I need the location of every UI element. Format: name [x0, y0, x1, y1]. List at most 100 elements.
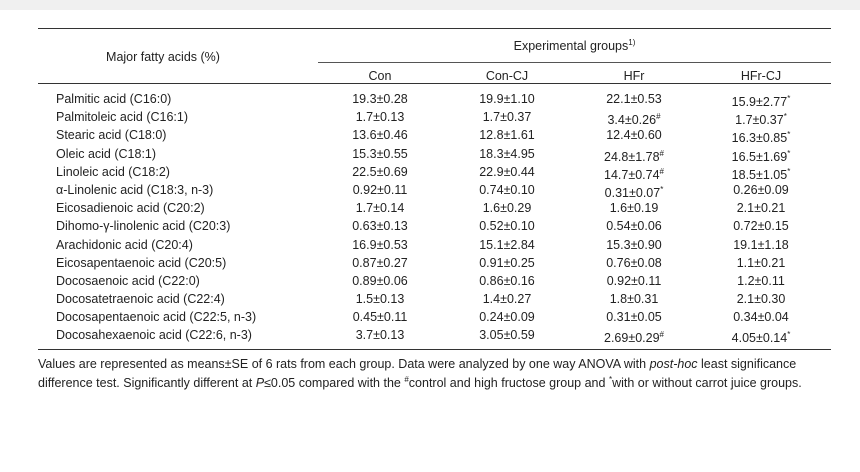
column-header-con: Con — [368, 69, 392, 83]
top-band — [0, 0, 860, 10]
significance-mark: * — [787, 130, 791, 140]
value-cell: 19.1±1.18 — [697, 236, 825, 254]
value-cell: 3.4±0.26# — [570, 108, 698, 129]
table-row: Dihomo-γ-linolenic acid (C20:3) 0.63±0.13… — [0, 217, 860, 235]
value-text: 0.54±0.06 — [606, 219, 662, 234]
significance-mark: # — [659, 166, 664, 176]
value-cell: 0.86±0.16 — [443, 272, 571, 290]
value-text: 0.34±0.04 — [733, 310, 789, 325]
table-top-rule — [38, 28, 831, 29]
significance-mark: * — [787, 330, 791, 340]
value-text: 19.1±1.18 — [733, 237, 789, 252]
significance-mark: * — [787, 94, 791, 103]
value-text: 0.26±0.09 — [733, 182, 789, 197]
value-text: 1.7±0.37 — [735, 113, 784, 128]
fatty-acid-name: Dihomo-γ-linolenic acid (C20:3) — [56, 219, 231, 234]
value-text: 0.63±0.13 — [352, 219, 408, 234]
value-text: 14.7±0.74 — [604, 167, 660, 182]
value-cell: 1.4±0.27 — [443, 290, 571, 308]
table-row: Arachidonic acid (C20:4) 16.9±0.53 15.1±2.… — [0, 236, 860, 254]
value-text: 1.8±0.31 — [609, 292, 659, 307]
value-text: 2.1±0.21 — [736, 201, 786, 216]
value-text: 1.7±0.37 — [482, 110, 532, 125]
value-cell: 0.74±0.10 — [443, 181, 571, 199]
table-row: Palmitoleic acid (C16:1) 1.7±0.13 1.7±0.37… — [0, 108, 860, 129]
fatty-acid-name: Eicosadienoic acid (C20:2) — [56, 201, 205, 216]
fatty-acid-name: α-Linolenic acid (C18:3, n-3) — [56, 182, 214, 197]
value-text: 13.6±0.46 — [352, 128, 408, 143]
value-text: 0.52±0.10 — [479, 219, 535, 234]
value-cell: 0.63±0.13 — [316, 217, 444, 235]
value-text: 4.05±0.14 — [731, 331, 788, 346]
value-cell: 0.24±0.09 — [443, 308, 571, 326]
table-row: Eicosadienoic acid (C20:2) 1.7±0.14 1.6±0.… — [0, 199, 860, 217]
value-cell: 0.91±0.25 — [443, 254, 571, 272]
column-header-con-cj: Con-CJ — [485, 69, 529, 83]
value-text: 18.3±4.95 — [479, 146, 535, 161]
value-text: 0.31±0.05 — [606, 310, 662, 325]
fatty-acid-name: Palmitoleic acid (C16:1) — [56, 110, 188, 125]
table-row: Stearic acid (C18:0) 13.6±0.46 12.8±1.61 12… — [0, 126, 860, 147]
groups-underline — [318, 62, 831, 63]
header-groups-label: Experimental groups — [513, 39, 629, 54]
value-text: 3.7±0.13 — [355, 328, 405, 343]
value-cell: 0.54±0.06 — [570, 217, 698, 235]
header-bottom-rule — [38, 83, 831, 84]
value-text: 0.76±0.08 — [606, 255, 662, 270]
significance-mark: # — [659, 148, 664, 158]
value-text: 0.72±0.15 — [733, 219, 789, 234]
table-bottom-rule — [38, 349, 831, 350]
value-cell: 18.3±4.95 — [443, 145, 571, 163]
column-header-hfr-cj: HFr-CJ — [740, 69, 782, 83]
table-row: Palmitic acid (C16:0) 19.3±0.28 19.9±1.10 2… — [0, 90, 860, 110]
table-body: Palmitic acid (C16:0) 19.3±0.28 19.9±1.10 2… — [0, 90, 860, 346]
table-row: Oleic acid (C18:1) 15.3±0.55 18.3±4.95 24.8… — [0, 145, 860, 166]
note-part2: least significance difference test. Sign… — [38, 357, 797, 391]
value-text: 1.1±0.21 — [736, 255, 786, 270]
value-text: 22.1±0.53 — [606, 92, 662, 106]
significance-mark: * — [783, 112, 787, 122]
value-text: 1.5±0.13 — [355, 292, 405, 307]
value-cell: 0.89±0.06 — [316, 272, 444, 290]
note-mark-hash: # — [404, 375, 409, 384]
value-text: 15.3±0.90 — [606, 237, 662, 252]
note-italic-posthoc: post-hoc — [649, 357, 698, 371]
value-cell: 16.3±0.85* — [697, 126, 825, 147]
value-cell: 1.1±0.21 — [697, 254, 825, 272]
value-cell: 1.5±0.13 — [316, 290, 444, 308]
note-part3: ≤0.05 compared with the — [264, 376, 405, 391]
value-text: 15.9±2.77 — [731, 95, 788, 110]
note-mark-star: * — [608, 375, 613, 384]
value-cell: 22.5±0.69 — [316, 163, 444, 181]
fatty-acid-name: Stearic acid (C18:0) — [56, 128, 167, 143]
value-text: 1.7±0.14 — [355, 201, 405, 216]
value-cell: 0.87±0.27 — [316, 254, 444, 272]
value-cell: 0.34±0.04 — [697, 308, 825, 326]
fatty-acid-name: Docosatetraenoic acid (C22:4) — [56, 292, 225, 307]
value-cell: 12.4±0.60 — [570, 126, 698, 144]
table-footnote: Values are represented as means±SE of 6 … — [38, 356, 838, 391]
value-cell: 1.7±0.13 — [316, 108, 444, 126]
fatty-acid-name: Eicosapentaenoic acid (C20:5) — [56, 255, 227, 270]
note-part5: with or without carrot juice groups. — [612, 376, 802, 391]
value-cell: 0.31±0.05 — [570, 308, 698, 326]
value-cell: 24.8±1.78# — [570, 145, 698, 166]
note-part4: control and high fructose group and — [408, 376, 609, 391]
value-cell: 1.7±0.37 — [443, 108, 571, 126]
value-cell: 0.72±0.15 — [697, 217, 825, 235]
value-cell: 1.6±0.29 — [443, 199, 571, 217]
table-row: Eicosapentaenoic acid (C20:5) 0.87±0.27 0.… — [0, 254, 860, 272]
value-cell: 19.9±1.10 — [443, 90, 571, 108]
value-cell: 1.8±0.31 — [570, 290, 698, 308]
value-text: 16.5±1.69 — [731, 149, 788, 164]
significance-mark: * — [787, 148, 791, 158]
value-cell: 16.9±0.53 — [316, 236, 444, 254]
value-cell: 18.5±1.05* — [697, 163, 825, 184]
fatty-acid-name: Arachidonic acid (C20:4) — [56, 237, 193, 252]
value-cell: 0.45±0.11 — [316, 308, 444, 326]
value-cell: 1.2±0.11 — [697, 272, 825, 290]
table-row: α-Linolenic acid (C18:3, n-3) 0.92±0.11 0.… — [0, 181, 860, 200]
value-cell: 22.1±0.53 — [570, 90, 698, 108]
significance-mark: * — [660, 184, 664, 194]
